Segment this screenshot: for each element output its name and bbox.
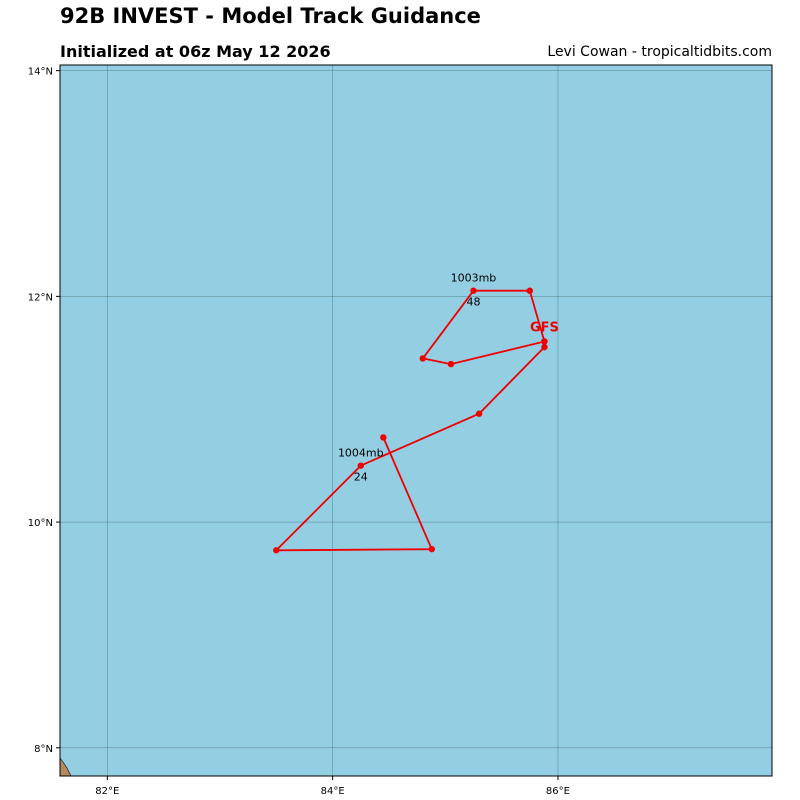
pressure-label: 1003mb bbox=[451, 272, 497, 285]
y-tick-label: 10°N bbox=[28, 518, 53, 529]
track-point bbox=[447, 360, 455, 368]
track-point bbox=[273, 547, 280, 554]
forecast-hour-label: 24 bbox=[354, 471, 368, 484]
track-point bbox=[541, 343, 548, 351]
land-coast bbox=[60, 757, 72, 776]
track-point bbox=[526, 287, 533, 294]
track-point bbox=[541, 338, 548, 345]
y-tick-label: 14°N bbox=[28, 67, 53, 78]
x-tick-label: 86°E bbox=[546, 786, 570, 797]
plot-frame bbox=[59, 64, 773, 777]
x-tick-label: 84°E bbox=[321, 786, 345, 797]
annotation-layer: 1004mb 24 1003mb 48 GFS bbox=[338, 272, 559, 484]
track-point bbox=[428, 545, 435, 553]
track-point bbox=[419, 355, 426, 362]
track-point bbox=[475, 410, 483, 417]
track-point bbox=[357, 462, 364, 469]
ocean-area bbox=[60, 65, 772, 776]
axis-ticks: 82°E 84°E 86°E 8°N 10°N 12°N 14°N bbox=[28, 67, 570, 797]
forecast-hour-label: 48 bbox=[466, 296, 480, 309]
model-label-gfs: GFS bbox=[530, 321, 559, 336]
x-tick-label: 82°E bbox=[95, 786, 119, 797]
y-tick-label: 8°N bbox=[34, 744, 53, 755]
track-layer bbox=[273, 287, 548, 554]
init-time-subtitle: Initialized at 06z May 12 2026 bbox=[60, 42, 331, 61]
gridlines bbox=[60, 65, 772, 776]
y-tick-label: 12°N bbox=[28, 292, 53, 303]
credit-text: Levi Cowan - tropicaltidbits.com bbox=[547, 44, 772, 60]
pressure-label: 1004mb bbox=[338, 447, 384, 460]
track-point bbox=[380, 434, 387, 441]
track-point bbox=[470, 287, 477, 294]
map-title: 92B INVEST - Model Track Guidance bbox=[60, 4, 481, 28]
